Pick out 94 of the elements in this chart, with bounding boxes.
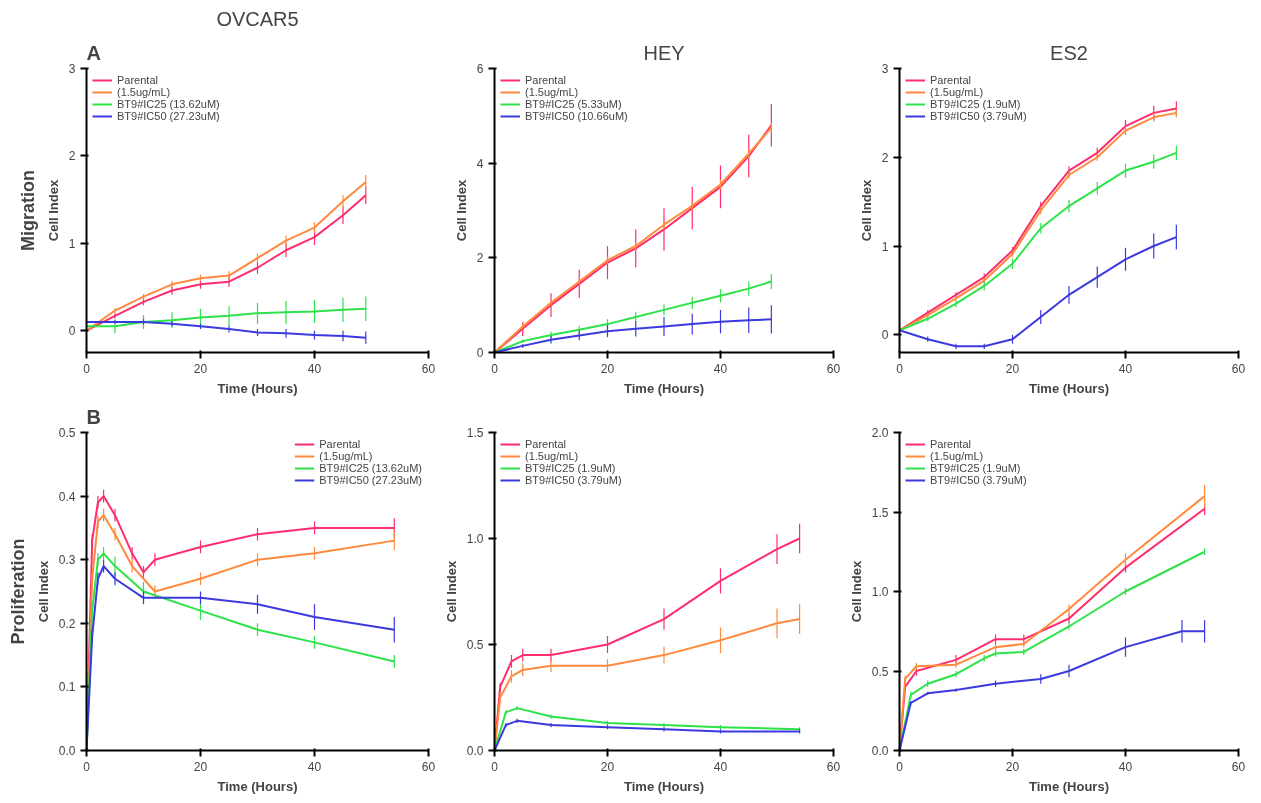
legend-label: BT9#IC25 (1.9uM) bbox=[930, 98, 1021, 110]
legend-label: Parental bbox=[319, 438, 361, 450]
y-tick-label: 2 bbox=[881, 150, 889, 165]
x-tick-label: 40 bbox=[713, 759, 728, 774]
y-tick-label: 0 bbox=[68, 324, 76, 339]
y-tick-label: 2 bbox=[68, 149, 76, 164]
y-tick-label: 0 bbox=[476, 346, 484, 360]
legend-label: BT9#IC25 (13.62uM) bbox=[117, 98, 220, 110]
y-tick-label: 1.5 bbox=[466, 426, 484, 440]
text: Migration bbox=[17, 170, 38, 251]
legend-label: (1.5ug/mL) bbox=[319, 450, 373, 462]
y-tick-label: 0.2 bbox=[58, 616, 76, 631]
x-tick-label: 40 bbox=[307, 361, 322, 376]
legend-label: BT9#IC50 (27.23uM) bbox=[319, 474, 422, 486]
x-axis-title: Time (Hours) bbox=[624, 778, 704, 794]
legend-label: (1.5ug/mL) bbox=[930, 450, 984, 462]
x-tick-label: 20 bbox=[600, 759, 615, 774]
y-tick-label: 2 bbox=[476, 251, 484, 266]
y-axis-title: Cell Index bbox=[453, 179, 469, 242]
x-tick-label: 60 bbox=[826, 361, 841, 376]
legend-label: BT9#IC25 (1.9uM) bbox=[930, 462, 1021, 474]
x-axis-title: Time (Hours) bbox=[217, 778, 298, 794]
x-axis-title: Time (Hours) bbox=[1029, 380, 1109, 396]
y-tick-label: 3 bbox=[881, 62, 889, 76]
x-tick-label: 40 bbox=[713, 361, 728, 376]
y-tick-label: 0.3 bbox=[58, 553, 76, 568]
x-tick-label: 40 bbox=[307, 759, 322, 774]
y-tick-label: 0.0 bbox=[871, 744, 889, 758]
x-tick-label: 60 bbox=[1231, 361, 1246, 376]
y-tick-label: 1.5 bbox=[871, 505, 889, 520]
legend-label: (1.5ug/mL) bbox=[930, 86, 984, 98]
legend-label: BT9#IC50 (3.79uM) bbox=[930, 474, 1027, 486]
x-axis-title: Time (Hours) bbox=[624, 380, 704, 396]
x-tick-label: 0 bbox=[491, 759, 499, 774]
legend-label: Parental bbox=[525, 74, 566, 86]
legend-label: Parental bbox=[525, 438, 566, 450]
legend-label: Parental bbox=[930, 74, 971, 86]
y-tick-label: 3 bbox=[68, 62, 76, 76]
x-axis-title: Time (Hours) bbox=[217, 380, 298, 396]
y-tick-label: 0.5 bbox=[58, 426, 76, 440]
x-tick-label: 40 bbox=[1118, 759, 1133, 774]
x-tick-label: 20 bbox=[600, 361, 615, 376]
text: Proliferation bbox=[7, 538, 28, 645]
x-tick-label: 20 bbox=[1005, 759, 1020, 774]
x-tick-label: 60 bbox=[826, 759, 841, 774]
y-tick-label: 0 bbox=[881, 328, 889, 343]
y-tick-label: 0.4 bbox=[58, 489, 76, 504]
x-tick-label: 0 bbox=[896, 759, 904, 774]
y-axis-title: Cell Index bbox=[848, 560, 864, 623]
legend-label: BT9#IC25 (13.62uM) bbox=[319, 462, 422, 474]
x-tick-label: 20 bbox=[1005, 361, 1020, 376]
y-tick-label: 0.1 bbox=[58, 680, 76, 695]
y-tick-label: 0.0 bbox=[58, 744, 76, 758]
y-tick-label: 2.0 bbox=[871, 426, 889, 440]
legend-label: (1.5ug/mL) bbox=[525, 86, 579, 98]
legend-label: Parental bbox=[930, 438, 971, 450]
legend-label: BT9#IC25 (1.9uM) bbox=[525, 462, 616, 474]
x-axis-title: Time (Hours) bbox=[1029, 778, 1109, 794]
x-tick-label: 60 bbox=[421, 759, 436, 774]
y-axis-title: Cell Index bbox=[443, 560, 459, 623]
legend-label: BT9#IC50 (10.66uM) bbox=[525, 110, 628, 122]
y-axis-title: Cell Index bbox=[35, 560, 51, 623]
legend-label: (1.5ug/mL) bbox=[525, 450, 579, 462]
x-tick-label: 20 bbox=[193, 361, 208, 376]
chart-title: OVCAR5 bbox=[216, 7, 299, 30]
legend-label: BT9#IC25 (5.33uM) bbox=[525, 98, 622, 110]
y-tick-label: 0.5 bbox=[871, 664, 889, 679]
chart-title: HEY bbox=[643, 41, 685, 64]
text: B bbox=[86, 405, 101, 428]
legend-label: BT9#IC50 (3.79uM) bbox=[930, 110, 1027, 122]
y-tick-label: 0.0 bbox=[466, 744, 484, 758]
x-tick-label: 60 bbox=[1231, 759, 1246, 774]
y-tick-label: 1 bbox=[881, 239, 889, 254]
legend-label: (1.5ug/mL) bbox=[117, 86, 171, 98]
y-tick-label: 1.0 bbox=[466, 532, 484, 546]
y-tick-label: 1 bbox=[68, 236, 76, 251]
y-tick-label: 4 bbox=[476, 156, 484, 171]
y-tick-label: 1.0 bbox=[871, 585, 889, 599]
x-tick-label: 0 bbox=[83, 361, 91, 376]
x-tick-label: 60 bbox=[421, 361, 436, 376]
x-tick-label: 20 bbox=[193, 759, 208, 774]
chart-title: ES2 bbox=[1050, 41, 1088, 64]
legend-label: Parental bbox=[117, 74, 158, 86]
y-axis-title: Cell Index bbox=[858, 179, 874, 242]
legend-label: BT9#IC50 (27.23uM) bbox=[117, 110, 220, 122]
legend-label: BT9#IC50 (3.79uM) bbox=[525, 474, 622, 486]
x-tick-label: 0 bbox=[491, 361, 499, 376]
y-tick-label: 0.5 bbox=[466, 638, 484, 652]
y-axis-title: Cell Index bbox=[45, 179, 61, 242]
x-tick-label: 0 bbox=[83, 759, 91, 774]
x-tick-label: 40 bbox=[1118, 361, 1133, 376]
text: A bbox=[86, 41, 101, 64]
y-tick-label: 6 bbox=[476, 62, 484, 76]
x-tick-label: 0 bbox=[896, 361, 904, 376]
